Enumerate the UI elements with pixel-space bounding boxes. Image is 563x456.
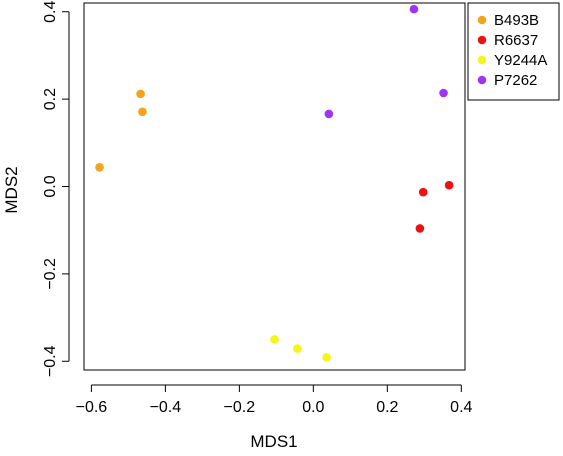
y-tick-label: 0.0 xyxy=(42,175,59,197)
y-axis: −0.4 −0.2 0.0 0.2 0.4 xyxy=(42,1,70,377)
data-point xyxy=(95,162,104,172)
y-tick-label: −0.2 xyxy=(42,258,59,290)
data-point xyxy=(439,88,448,98)
x-tick-label: −0.6 xyxy=(76,399,108,416)
x-axis: −0.6 −0.4 −0.2 0.0 0.2 0.4 xyxy=(76,384,473,416)
x-tick-label: −0.2 xyxy=(224,399,256,416)
data-point xyxy=(415,224,425,233)
x-tick-label: 0.2 xyxy=(376,399,398,416)
legend-label: Y9244A xyxy=(494,52,547,69)
x-tick-label: 0.0 xyxy=(302,399,324,416)
y-axis-label: MDS2 xyxy=(2,166,21,213)
data-point xyxy=(322,353,331,362)
legend-label: B493B xyxy=(494,12,539,29)
x-axis-label: MDS1 xyxy=(250,432,297,451)
legend-label: R6637 xyxy=(494,32,538,49)
legend-label: P7262 xyxy=(494,72,537,89)
data-point xyxy=(409,4,419,14)
data-point xyxy=(418,187,428,197)
y-tick-label: 0.2 xyxy=(42,88,59,110)
legend-marker xyxy=(477,75,487,85)
legend: B493B R6637 Y9244A P7262 xyxy=(467,2,560,101)
data-point xyxy=(324,109,334,119)
legend-marker xyxy=(477,55,487,65)
x-tick-label: 0.4 xyxy=(450,399,472,416)
x-tick-label: −0.4 xyxy=(150,399,182,416)
data-point xyxy=(293,344,302,353)
data-points xyxy=(95,4,454,362)
y-tick-label: 0.4 xyxy=(42,1,59,23)
legend-items: B493B R6637 Y9244A P7262 xyxy=(477,12,547,89)
legend-marker xyxy=(477,35,487,45)
y-tick-label: −0.4 xyxy=(42,345,59,377)
data-point xyxy=(270,335,279,344)
data-point xyxy=(136,89,145,99)
data-point xyxy=(444,180,454,190)
data-point xyxy=(138,107,147,117)
legend-marker xyxy=(477,15,487,25)
plot-frame xyxy=(83,2,466,371)
